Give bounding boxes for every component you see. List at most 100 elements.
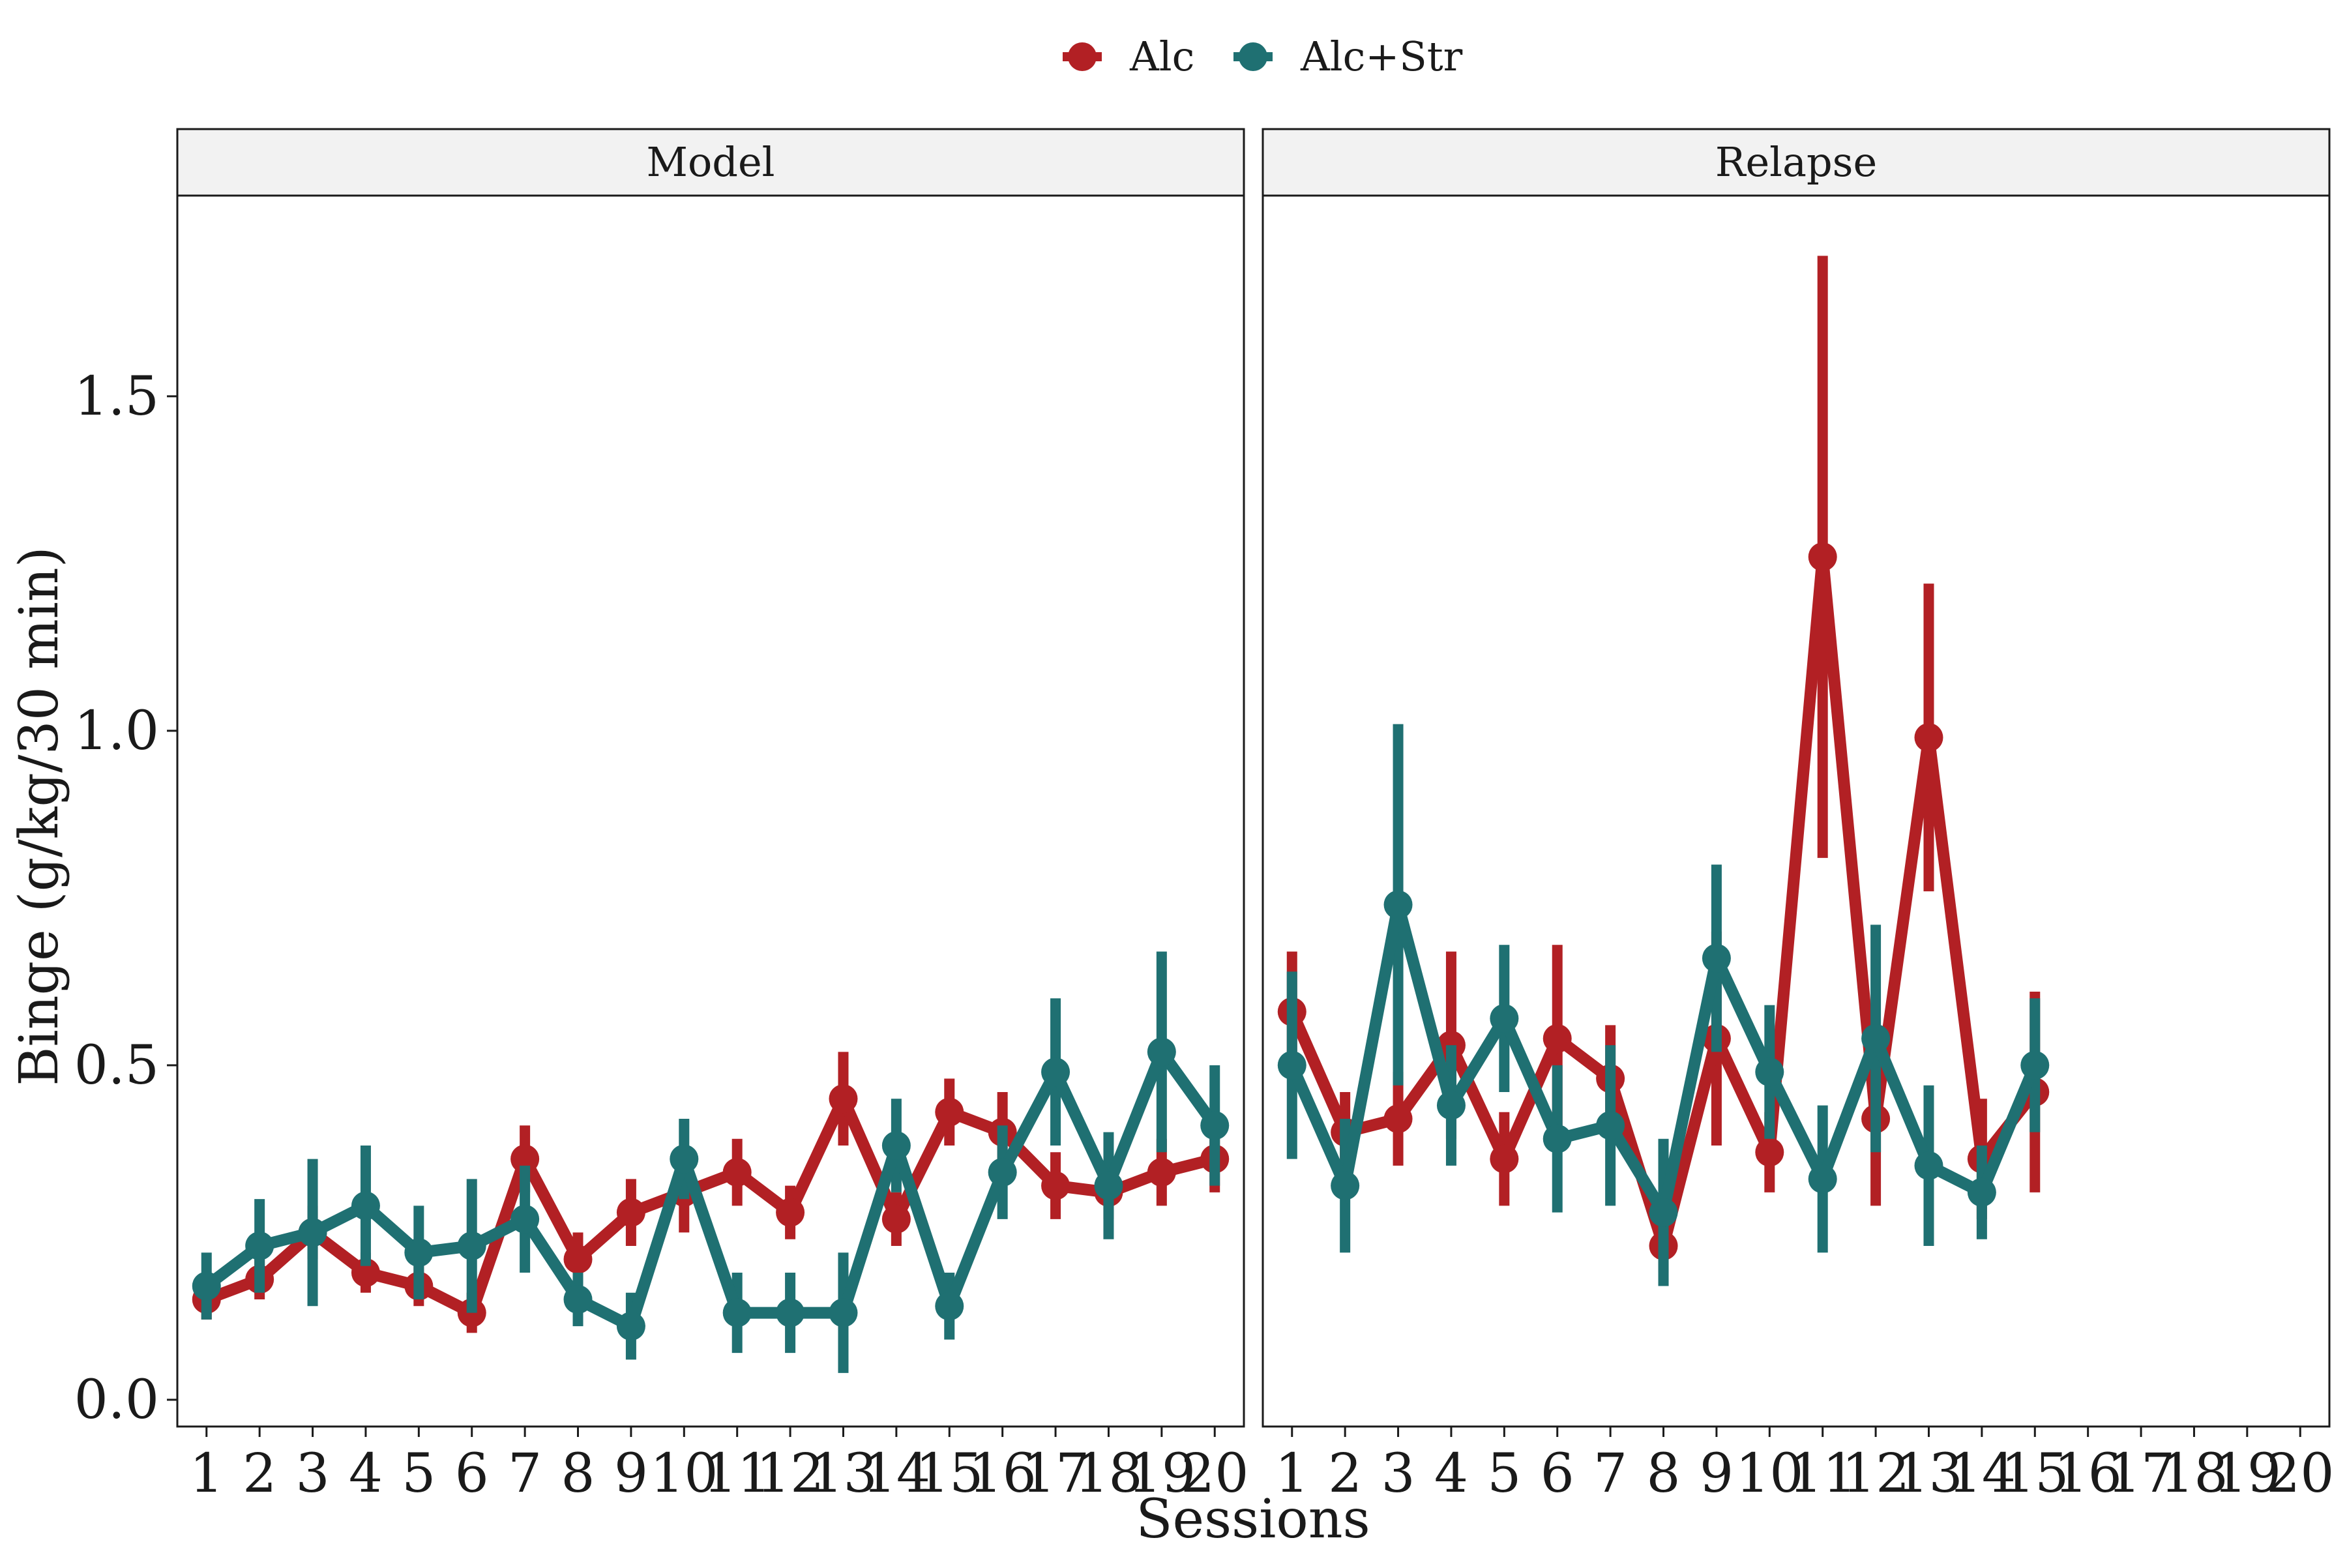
- legend-label: Alc+Str: [1300, 33, 1463, 80]
- x-tick-label: 8: [561, 1443, 595, 1505]
- x-tick-label: 11: [1789, 1443, 1857, 1505]
- data-point: [1490, 1144, 1519, 1174]
- data-point: [670, 1144, 699, 1174]
- x-tick-label: 20: [2266, 1443, 2334, 1505]
- x-tick-label: 14: [1948, 1443, 2016, 1505]
- x-tick-label: 14: [863, 1443, 930, 1505]
- x-tick-label: 5: [1487, 1443, 1521, 1505]
- data-point: [404, 1238, 434, 1267]
- x-tick-label: 19: [1128, 1443, 1196, 1505]
- data-point: [1967, 1177, 1996, 1207]
- data-point: [935, 1292, 964, 1321]
- data-point: [829, 1084, 858, 1114]
- strip-model: Model: [176, 128, 1245, 197]
- panel-border: [1262, 194, 2331, 1428]
- x-tick-label: 19: [2213, 1443, 2281, 1505]
- data-point: [1277, 1050, 1306, 1080]
- x-tick-label: 3: [1381, 1443, 1415, 1505]
- data-point: [1914, 1151, 1943, 1180]
- data-point: [1543, 1124, 1572, 1153]
- data-point: [776, 1198, 805, 1227]
- data-point: [616, 1312, 645, 1341]
- x-tick-label: 18: [2160, 1443, 2228, 1505]
- data-point: [1436, 1091, 1466, 1120]
- x-tick-label: 10: [1735, 1443, 1803, 1505]
- data-point: [988, 1158, 1017, 1187]
- data-point: [1861, 1024, 1891, 1053]
- x-tick-label: 6: [1541, 1443, 1574, 1505]
- data-point: [1331, 1171, 1360, 1200]
- data-point: [776, 1298, 805, 1327]
- series-alc-str: [192, 951, 1230, 1373]
- data-point: [245, 1231, 274, 1260]
- x-tick-label: 12: [1842, 1443, 1910, 1505]
- x-tick-label: 4: [349, 1443, 383, 1505]
- panel-border: [176, 194, 1245, 1428]
- legend-label: Alc: [1129, 33, 1194, 80]
- strip-relapse: Relapse: [1262, 128, 2331, 197]
- x-tick-label: 16: [2054, 1443, 2121, 1505]
- x-axis-title: Sessions: [1136, 1488, 1370, 1550]
- data-point: [1147, 1037, 1176, 1067]
- x-tick-label: 9: [1700, 1443, 1734, 1505]
- series-alc-str: [1277, 724, 2050, 1286]
- data-point: [1041, 1058, 1070, 1087]
- data-point: [563, 1285, 593, 1314]
- y-axis: 0.0 0.5 1.0 1.5: [74, 366, 177, 1431]
- x-tick-label: 9: [614, 1443, 648, 1505]
- data-point: [457, 1231, 486, 1260]
- data-point: [1094, 1171, 1123, 1200]
- data-point: [1200, 1111, 1230, 1140]
- x-tick-label: 7: [508, 1443, 542, 1505]
- x-tick-label: 5: [402, 1443, 435, 1505]
- data-point: [2020, 1050, 2050, 1080]
- data-point: [1808, 1164, 1837, 1194]
- x-tick-label: 17: [1022, 1443, 1089, 1505]
- x-tick-label: 12: [756, 1443, 824, 1505]
- y-tick-label: 1.5: [74, 366, 159, 428]
- data-point: [881, 1131, 911, 1161]
- data-point: [1383, 890, 1413, 919]
- x-tick-label: 1: [1275, 1443, 1309, 1505]
- x-tick-label: 13: [809, 1443, 877, 1505]
- y-tick-label: 1.0: [74, 700, 159, 762]
- y-tick-label: 0.0: [74, 1369, 159, 1431]
- data-point: [192, 1271, 221, 1301]
- x-tick-label: 6: [455, 1443, 489, 1505]
- data-point: [722, 1158, 752, 1187]
- legend: Alc Alc+Str: [1063, 33, 1463, 80]
- data-point: [1755, 1058, 1784, 1087]
- data-point: [722, 1298, 752, 1327]
- strip-label: Relapse: [1715, 138, 1877, 186]
- data-point: [881, 1204, 911, 1234]
- data-point: [1147, 1158, 1176, 1187]
- strip-background: [1262, 128, 2331, 197]
- data-point: [1041, 1171, 1070, 1200]
- data-point: [616, 1198, 645, 1227]
- x-tick-label: 15: [915, 1443, 983, 1505]
- data-point: [351, 1191, 380, 1220]
- legend-item-alc[interactable]: Alc: [1063, 33, 1194, 80]
- x-tick-label: 16: [968, 1443, 1036, 1505]
- legend-key-point: [1239, 42, 1267, 71]
- data-point: [829, 1298, 858, 1327]
- y-axis-title: Binge (g/kg/30 min): [8, 546, 70, 1086]
- x-tick-label: 2: [1328, 1443, 1362, 1505]
- data-point: [1808, 542, 1837, 572]
- legend-item-alc-str[interactable]: Alc+Str: [1233, 33, 1463, 80]
- y-tick-label: 0.5: [74, 1035, 159, 1097]
- data-point: [1914, 723, 1943, 752]
- data-point: [563, 1245, 593, 1274]
- data-point: [510, 1204, 540, 1234]
- legend-key-point: [1068, 42, 1097, 71]
- data-point: [1649, 1198, 1678, 1227]
- data-point: [298, 1218, 327, 1247]
- x-tick-label: 3: [295, 1443, 329, 1505]
- x-tick-label: 8: [1646, 1443, 1680, 1505]
- data-point: [1596, 1111, 1625, 1140]
- data-point: [1543, 1024, 1572, 1053]
- x-tick-label: 13: [1895, 1443, 1962, 1505]
